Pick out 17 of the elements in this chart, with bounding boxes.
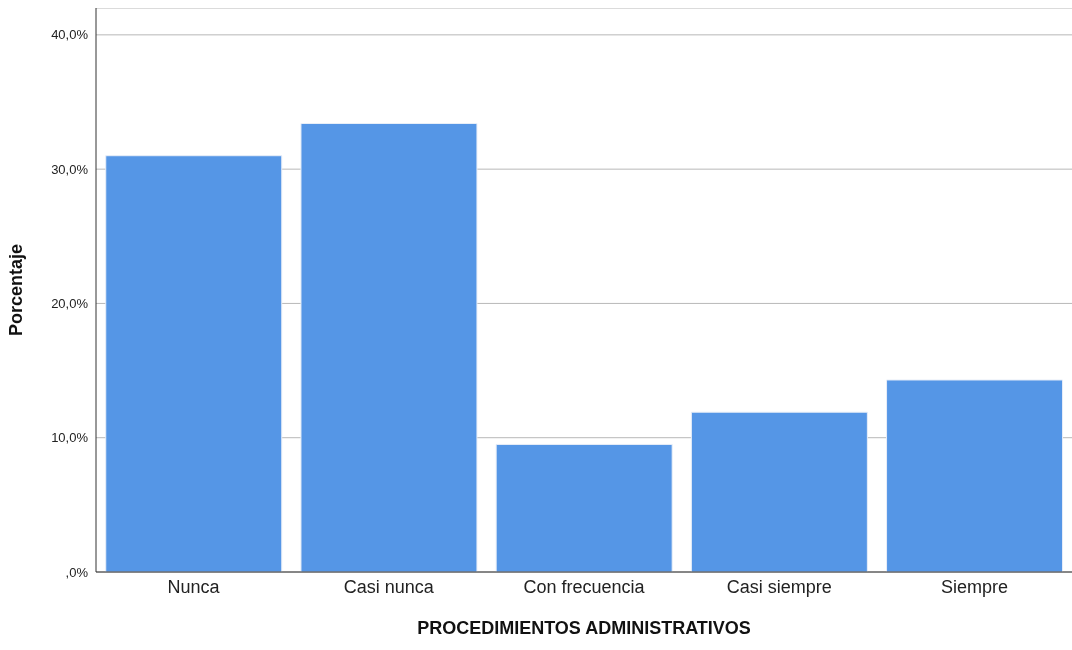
- y-tick-label: 10,0%: [51, 430, 89, 446]
- y-tick-label: 20,0%: [51, 296, 89, 312]
- x-axis-title: PROCEDIMIENTOS ADMINISTRATIVOS: [417, 618, 751, 638]
- bar: [300, 122, 478, 572]
- y-tick-label: ,0%: [65, 564, 89, 580]
- y-tick-label: 30,0%: [51, 161, 89, 177]
- bar: [495, 443, 673, 572]
- bar: [690, 411, 868, 572]
- x-tick-label: Casi nunca: [343, 576, 435, 597]
- y-axis-title: Porcentaje: [6, 243, 27, 337]
- x-tick-label: Siempre: [940, 576, 1008, 597]
- y-tick-label: 40,0%: [51, 27, 89, 43]
- bar: [886, 379, 1064, 572]
- x-tick-label: Nunca: [167, 576, 221, 597]
- x-tick-label: Casi siempre: [726, 576, 832, 597]
- x-tick-label: Con frecuencia: [523, 576, 646, 597]
- bar: [105, 155, 283, 572]
